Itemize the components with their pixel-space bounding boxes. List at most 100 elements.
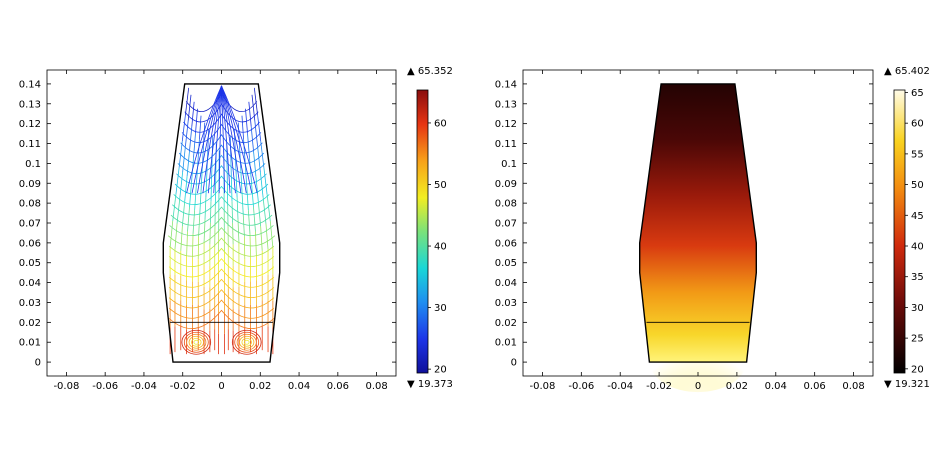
x-tick-label: 0.02 <box>249 381 271 392</box>
y-tick-label: 0.03 <box>495 298 517 309</box>
contour-segment <box>189 182 192 207</box>
contour-segment <box>199 115 202 140</box>
colorbar <box>416 89 429 374</box>
eddy-contour-2 <box>239 335 255 349</box>
y-tick-label: 0.04 <box>495 278 517 289</box>
contour-segment <box>192 210 196 234</box>
contour-segment <box>231 201 233 223</box>
x-tick-label: 0.06 <box>804 381 826 392</box>
eddy-contour-1 <box>186 333 207 351</box>
contour-segment <box>187 206 190 232</box>
contour-segment <box>257 114 262 142</box>
contour-loop <box>168 278 275 298</box>
contour-segment <box>199 190 202 214</box>
y-tick-label: 0.09 <box>495 179 517 190</box>
y-tick-label: 0.05 <box>495 258 517 269</box>
contour-segment <box>246 186 249 211</box>
contour-fan <box>221 85 253 194</box>
y-tick-label: 0.12 <box>495 119 517 130</box>
contour-segment <box>186 151 190 177</box>
x-tick-label: -0.04 <box>131 381 157 392</box>
contour-segment <box>204 196 207 220</box>
contour-segment <box>237 219 240 242</box>
contour-segment <box>242 213 245 237</box>
y-tick-label: 0.12 <box>19 119 41 130</box>
colorbar <box>893 89 906 374</box>
contour-loop <box>168 247 275 267</box>
contour-segment <box>249 157 252 183</box>
colorbar-tick-label: 40 <box>911 242 924 253</box>
y-tick-label: 0.1 <box>25 159 41 170</box>
contour-segment <box>254 120 258 147</box>
contour-segment <box>266 194 271 222</box>
contour-fan <box>221 85 247 194</box>
eddy-contour-2 <box>231 329 262 355</box>
contour-loop <box>181 123 262 143</box>
y-tick-label: 0.05 <box>19 258 41 269</box>
colorbar-tick-label: 20 <box>434 365 447 376</box>
contour-segment <box>263 167 268 195</box>
contour-loop <box>167 227 276 247</box>
contour-segment <box>200 168 203 191</box>
x-tick-label: 0.06 <box>327 381 349 392</box>
contour-loop <box>180 134 263 154</box>
contour-segment <box>181 201 186 227</box>
contour-segment <box>172 194 177 222</box>
y-tick-label: 0.01 <box>19 338 41 349</box>
contour-loop <box>170 206 273 226</box>
contour-segment <box>232 222 234 245</box>
y-tick-label: 0.13 <box>495 99 517 110</box>
y-tick-label: 0.14 <box>19 79 41 90</box>
contour-segment <box>243 139 246 164</box>
geometry-outline <box>639 83 757 363</box>
contour-loop <box>168 268 275 288</box>
contour-segment <box>230 158 232 180</box>
contour-segment <box>247 133 250 158</box>
contour-fan <box>221 85 242 194</box>
eddy-contour-1 <box>193 339 200 345</box>
x-tick-label: -0.08 <box>530 381 556 392</box>
y-tick-label: 0.02 <box>19 318 41 329</box>
x-tick-label: -0.02 <box>646 381 672 392</box>
contour-segment <box>191 101 195 127</box>
contour-fan <box>202 85 222 194</box>
contour-segment <box>257 201 262 227</box>
x-tick-label: -0.02 <box>170 381 196 392</box>
contour-segment <box>269 220 274 248</box>
contour-loop <box>174 175 269 195</box>
contour-segment <box>207 129 210 153</box>
x-tick-label: -0.08 <box>53 381 79 392</box>
y-tick-label: 0.11 <box>19 139 41 150</box>
contour-loop <box>168 289 275 309</box>
colorbar-max-label: ▲ 65.402 <box>884 66 930 77</box>
y-tick-label: 0.06 <box>19 238 41 249</box>
geometry-outline <box>162 83 281 363</box>
y-tick-label: 0 <box>511 358 517 369</box>
contour-segment <box>203 219 206 242</box>
colorbar-tick-label: 35 <box>911 272 924 283</box>
y-tick-label: 0.08 <box>495 199 517 210</box>
contour-segment <box>185 120 189 147</box>
contour-segment <box>211 158 213 180</box>
contour-segment <box>174 223 178 250</box>
contour-lines <box>167 85 276 355</box>
contour-fan <box>221 85 258 194</box>
contour-loop <box>178 144 265 164</box>
contour-segment <box>209 222 211 245</box>
colorbar-tick-label: 50 <box>911 180 924 191</box>
y-tick-label: 0 <box>35 358 41 369</box>
contour-segment <box>253 206 256 232</box>
x-tick-label: -0.06 <box>92 381 118 392</box>
y-tick-label: 0.1 <box>501 159 517 170</box>
eddy-contour-1 <box>188 335 204 349</box>
contour-loop <box>168 237 275 257</box>
colorbar-tick-label: 60 <box>434 118 447 129</box>
contour-fan <box>221 85 231 194</box>
contour-segment <box>189 126 193 152</box>
eddy-contour-1 <box>181 329 212 355</box>
contour-segment <box>241 190 244 214</box>
y-tick-label: 0.13 <box>19 99 41 110</box>
contour-fan <box>207 85 222 194</box>
contour-segment <box>253 151 257 177</box>
y-tick-label: 0.14 <box>495 79 517 90</box>
